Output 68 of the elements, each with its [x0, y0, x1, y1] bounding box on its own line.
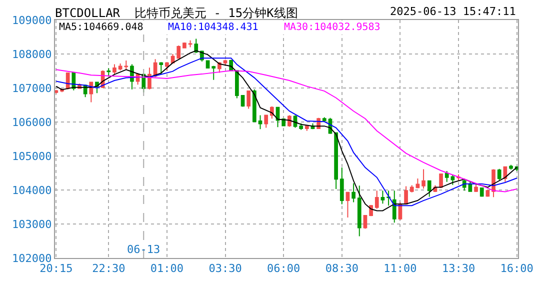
candlestick: [509, 164, 513, 170]
candlestick: [450, 174, 455, 186]
y-tick-label: 104000: [12, 184, 52, 197]
text: MA30:104032.9583: [284, 22, 380, 33]
x-tick-label: 11:00: [384, 262, 417, 276]
y-tick-label: 107000: [12, 82, 52, 95]
candlestick: [503, 166, 508, 182]
candlestick: [427, 180, 432, 198]
candlestick: [182, 42, 186, 49]
ref-line-label: 06-13: [127, 243, 160, 256]
candlestick: [416, 178, 420, 189]
candlestick: [404, 186, 408, 205]
y-tick-label: 108000: [12, 48, 52, 61]
candlestick: [106, 68, 111, 77]
text: MA5:104669.048: [59, 22, 144, 33]
candlestick: [444, 170, 449, 182]
candlestick: [410, 184, 414, 193]
candlestick: [159, 62, 164, 75]
candlestick: [165, 62, 169, 71]
x-tick-label: 16:00: [500, 262, 534, 276]
candlestick: [148, 67, 152, 90]
candlestick: [287, 114, 292, 128]
candlestick: [439, 173, 443, 188]
candlestick: [480, 187, 484, 198]
candlestick: [194, 38, 198, 54]
candlestick: [334, 132, 338, 190]
candlestick: [304, 124, 309, 132]
x-tick-label: 08:30: [325, 262, 358, 276]
y-tick-label: 103000: [12, 218, 52, 231]
candlestick: [322, 116, 326, 122]
x-tick-label: 01:00: [150, 262, 184, 276]
chart-title: BTCDOLLAR 比特币兑美元 - 15分钟K线图: [55, 6, 298, 20]
text: 2025-06-13 15:47:11: [390, 5, 516, 18]
candlestick: [246, 90, 251, 110]
text: MA10:104348.431: [168, 22, 258, 33]
candlestick: [258, 114, 262, 130]
candlestick: [212, 65, 216, 80]
x-tick-label: 22:30: [92, 262, 126, 276]
candlestick: [386, 190, 390, 206]
candlestick: [112, 64, 116, 75]
candlestick: [374, 190, 379, 210]
candlestick: [66, 72, 70, 90]
candlestick: [118, 63, 122, 71]
candlestick: [474, 183, 478, 193]
candlestick: [235, 70, 239, 99]
x-tick-label: 13:30: [442, 262, 476, 276]
y-tick-label: 105000: [12, 150, 52, 163]
x-tick-label: 20:15: [40, 262, 73, 276]
candlestick: [299, 122, 304, 130]
x-tick-label: 06:00: [267, 262, 300, 276]
candlestick: [340, 167, 344, 205]
line-series: [56, 69, 518, 192]
x-tick-label: 03:30: [208, 262, 242, 276]
candlestick: [124, 60, 128, 70]
candlestick: [188, 40, 192, 48]
candlestick: [176, 45, 181, 59]
candlestick: [380, 190, 385, 204]
candlestick: [55, 90, 58, 94]
y-tick-label: 106000: [12, 116, 52, 129]
candlestick: [422, 168, 426, 190]
candlestick: [497, 168, 502, 181]
candlestick: [264, 114, 268, 128]
candlestick: [352, 182, 356, 203]
candlestick: [346, 192, 350, 218]
candlestick: [357, 185, 362, 237]
y-tick-label: 102000: [12, 252, 52, 265]
y-tick-label: 109000: [12, 14, 52, 27]
candlestick: [252, 88, 256, 122]
